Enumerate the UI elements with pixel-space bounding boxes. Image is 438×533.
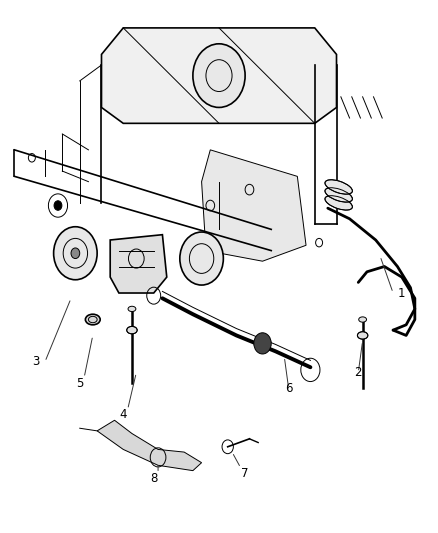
Circle shape [54, 201, 62, 211]
Text: 7: 7 [241, 467, 249, 480]
Circle shape [193, 44, 245, 108]
Circle shape [71, 248, 80, 259]
Polygon shape [97, 420, 201, 471]
Text: 5: 5 [76, 377, 83, 390]
Text: 1: 1 [398, 287, 406, 300]
Polygon shape [201, 150, 306, 261]
Ellipse shape [325, 188, 353, 202]
Circle shape [180, 232, 223, 285]
Text: 2: 2 [354, 366, 362, 379]
Circle shape [254, 333, 271, 354]
Ellipse shape [85, 314, 100, 325]
Text: 3: 3 [32, 356, 40, 368]
Circle shape [53, 227, 97, 280]
Ellipse shape [325, 196, 353, 210]
Text: 4: 4 [120, 408, 127, 422]
Ellipse shape [128, 306, 136, 312]
Ellipse shape [127, 326, 137, 334]
Ellipse shape [325, 180, 353, 194]
Polygon shape [110, 235, 167, 293]
Text: 6: 6 [285, 382, 293, 395]
Ellipse shape [357, 332, 368, 339]
Ellipse shape [359, 317, 367, 322]
Polygon shape [102, 28, 336, 123]
Text: 8: 8 [150, 472, 157, 485]
